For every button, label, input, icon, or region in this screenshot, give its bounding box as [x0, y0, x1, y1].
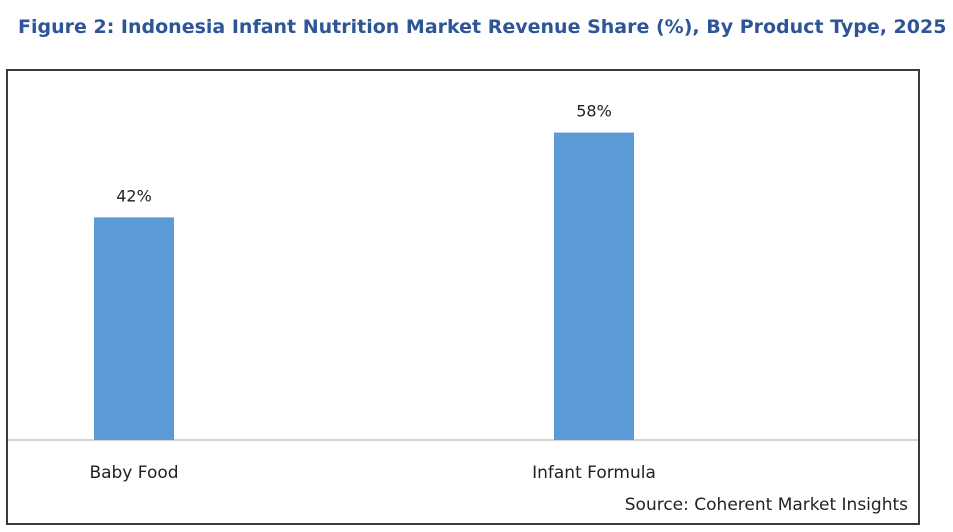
bar-0	[94, 217, 174, 440]
bar-1	[554, 132, 634, 440]
category-label-1: Infant Formula	[532, 463, 656, 483]
category-label-0: Baby Food	[89, 463, 178, 483]
figure-title: Figure 2: Indonesia Infant Nutrition Mar…	[18, 16, 947, 38]
bar-chart: 42% Baby Food 58% Infant Formula	[8, 102, 918, 483]
chart-area: 42% Baby Food 58% Infant Formula Source: Co…	[6, 69, 920, 525]
data-label-1: 58%	[576, 102, 612, 121]
data-label-0: 42%	[116, 186, 152, 205]
source-note: Source: Coherent Market Insights	[624, 495, 908, 515]
